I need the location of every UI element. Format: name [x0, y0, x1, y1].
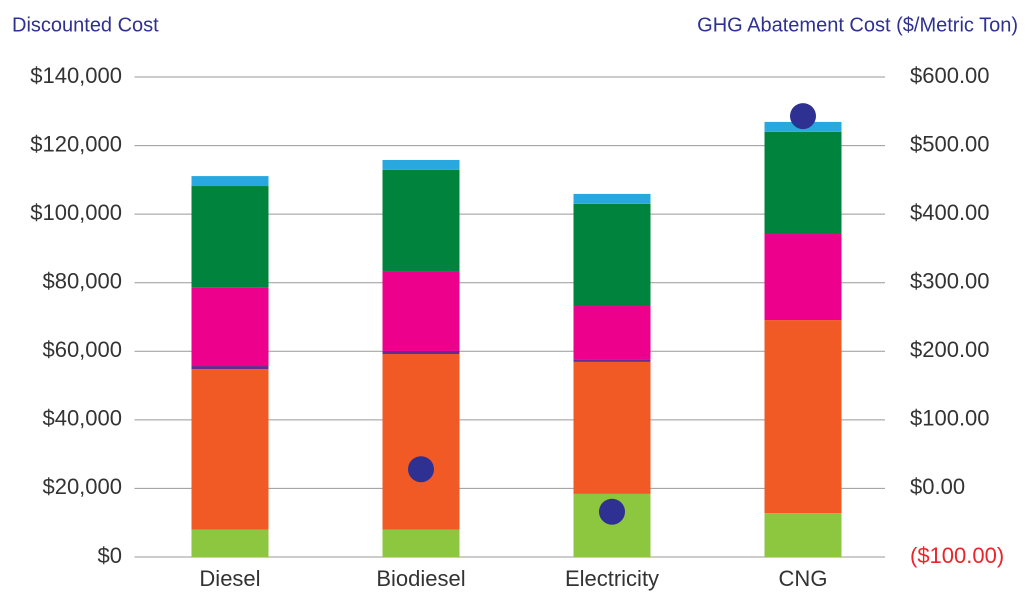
bar-segment [764, 131, 842, 235]
x-tick-label: Biodiesel [376, 566, 465, 591]
bar-segment [764, 513, 842, 557]
bar-segment [573, 193, 651, 204]
bar-segment [382, 529, 460, 557]
y-tick-label: $100,000 [30, 200, 122, 225]
bar-segment [191, 529, 269, 557]
bar-segment [191, 186, 269, 288]
abatement-dot [408, 456, 434, 483]
y-tick-label: $120,000 [30, 131, 122, 156]
bar-segment [573, 306, 651, 360]
bar-segment [382, 169, 460, 272]
y2-tick-label: ($100.00) [910, 543, 1004, 568]
y-tick-label: $20,000 [42, 474, 122, 499]
y-tick-label: $40,000 [42, 406, 122, 431]
bar-segment [573, 359, 651, 362]
x-tick-label: CNG [779, 566, 828, 591]
bar-segment [764, 320, 842, 514]
bar-segment [382, 159, 460, 170]
bar-segment [191, 366, 269, 370]
y-tick-label: $140,000 [30, 63, 122, 88]
y2-tick-label: $500.00 [910, 131, 990, 156]
y2-tick-label: $400.00 [910, 200, 990, 225]
y2-tick-label: $100.00 [910, 406, 990, 431]
bar-segment [191, 369, 269, 530]
bar-segment [573, 203, 651, 307]
bar-segment [382, 354, 460, 530]
x-tick-label: Diesel [199, 566, 260, 591]
y2-tick-label: $0.00 [910, 474, 965, 499]
bar-segment [382, 350, 460, 355]
abatement-dot [790, 103, 816, 130]
y2-tick-label: $200.00 [910, 337, 990, 362]
abatement-dot [599, 498, 625, 525]
bar-segment [573, 361, 651, 494]
y-tick-label: $0 [98, 543, 122, 568]
x-tick-label: Electricity [565, 566, 659, 591]
y-tick-label: $80,000 [42, 269, 122, 294]
y-axis-title: Discounted Cost [12, 14, 159, 36]
y2-axis-title: GHG Abatement Cost ($/Metric Ton) [697, 14, 1018, 36]
bar-segment [191, 176, 269, 187]
y2-tick-label: $600.00 [910, 63, 990, 88]
bar-segment [191, 287, 269, 367]
bar-segment [764, 234, 842, 321]
y-tick-label: $60,000 [42, 337, 122, 362]
bar-segment [382, 271, 460, 351]
y2-tick-label: $300.00 [910, 269, 990, 294]
